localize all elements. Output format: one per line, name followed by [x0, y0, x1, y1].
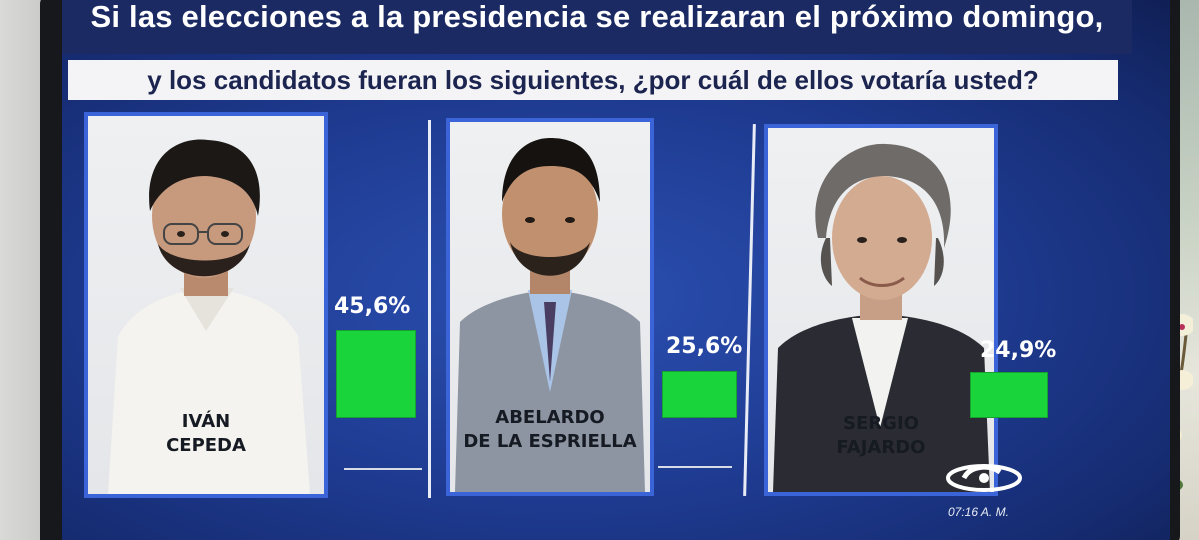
bar-baseline	[344, 468, 422, 470]
question-line-1: Si las elecciones a la presidencia se re…	[62, 0, 1132, 54]
candidate-photo-fajardo	[773, 143, 990, 492]
vote-bar-de-la-espriella	[662, 371, 737, 418]
candidate-name-line-1: IVÁN	[181, 411, 231, 432]
candidate-name-line-1: SERGIO	[843, 413, 919, 434]
bar-baseline	[658, 466, 732, 468]
candidate-name-line-1: ABELARDO	[495, 407, 605, 428]
tv-screen: Si las elecciones a la presidencia se re…	[62, 0, 1170, 540]
candidate-photo-de-la-espriella	[455, 138, 645, 492]
candidate-percent-fajardo: 24,9%	[980, 338, 1057, 363]
vote-bar-fajardo	[970, 372, 1048, 418]
candidate-name-line-2: DE LA ESPRIELLA	[463, 431, 637, 452]
candidate-photo-cepeda	[108, 139, 310, 494]
candidate-percent-cepeda: 45,6%	[334, 294, 411, 319]
candidate-name-line-2: CEPEDA	[166, 435, 246, 456]
candidate-name-line-2: FAJARDO	[836, 437, 926, 458]
candidate-card-cepeda: IVÁN CEPEDA	[84, 112, 328, 498]
column-divider	[743, 124, 756, 496]
candidate-card-fajardo: SERGIO FAJARDO	[764, 124, 998, 496]
candidate-percent-de-la-espriella: 25,6%	[666, 334, 743, 359]
broadcast-time: 07:16 A. M.	[948, 505, 1009, 519]
candidate-card-de-la-espriella: ABELARDO DE LA ESPRIELLA	[446, 118, 654, 496]
caracol-logo-icon	[946, 464, 1022, 492]
vote-bar-cepeda	[336, 330, 416, 418]
question-line-2: y los candidatos fueran los siguientes, …	[68, 60, 1118, 100]
column-divider	[428, 120, 431, 498]
